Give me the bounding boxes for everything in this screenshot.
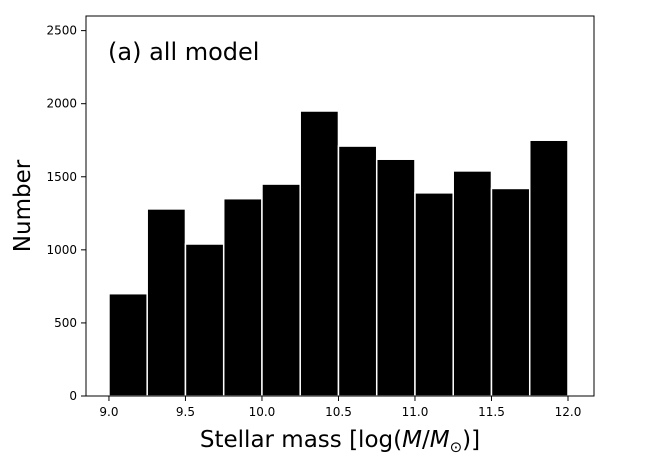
y-tick-label: 0 <box>69 389 77 403</box>
histogram-bar <box>528 139 569 397</box>
histogram-bar <box>490 187 531 397</box>
histogram-bar <box>146 208 187 397</box>
y-tick-label: 500 <box>54 316 77 330</box>
bars-group <box>108 110 569 397</box>
histogram-bar <box>375 158 416 397</box>
histogram-bar <box>299 110 340 397</box>
y-tick-label: 2000 <box>46 97 77 111</box>
histogram-bar <box>261 183 301 397</box>
x-tick-label: 11.0 <box>402 405 429 419</box>
x-ticks-group: 9.0 9.5 10.0 10.5 11.0 11.5 12.0 <box>99 396 581 419</box>
y-tick-label: 1500 <box>46 170 77 184</box>
histogram-bar <box>184 243 225 397</box>
histogram-bar <box>222 197 263 397</box>
sun-symbol: ⊙ <box>450 438 463 456</box>
x-tick-label: 12.0 <box>555 405 582 419</box>
x-axis-label-m: M <box>402 427 422 453</box>
panel-annotation: (a) all model <box>108 38 259 66</box>
x-axis-label-slash: / <box>422 427 430 453</box>
x-tick-label: 10.0 <box>249 405 276 419</box>
histogram-bar <box>452 170 493 397</box>
x-axis-label: Stellar mass [log(M/M⊙)] <box>200 427 480 456</box>
y-tick-label: 2500 <box>46 24 77 38</box>
x-tick-label: 9.5 <box>176 405 195 419</box>
histogram-bar <box>337 145 378 397</box>
y-axis-label: Number <box>10 159 36 252</box>
x-axis-label-suffix: )] <box>462 427 480 453</box>
x-tick-label: 11.5 <box>478 405 505 419</box>
plot-frame <box>85 15 595 397</box>
histogram-bar <box>414 192 454 397</box>
histogram-bar <box>108 292 148 397</box>
y-tick-label: 1000 <box>46 243 77 257</box>
x-tick-label: 10.5 <box>325 405 352 419</box>
x-axis-label-prefix: Stellar mass [log( <box>200 427 402 453</box>
y-ticks-group: 0 500 1000 1500 2000 2500 <box>46 24 86 403</box>
x-axis-label-msun: M <box>430 427 450 453</box>
x-tick-label: 9.0 <box>99 405 118 419</box>
